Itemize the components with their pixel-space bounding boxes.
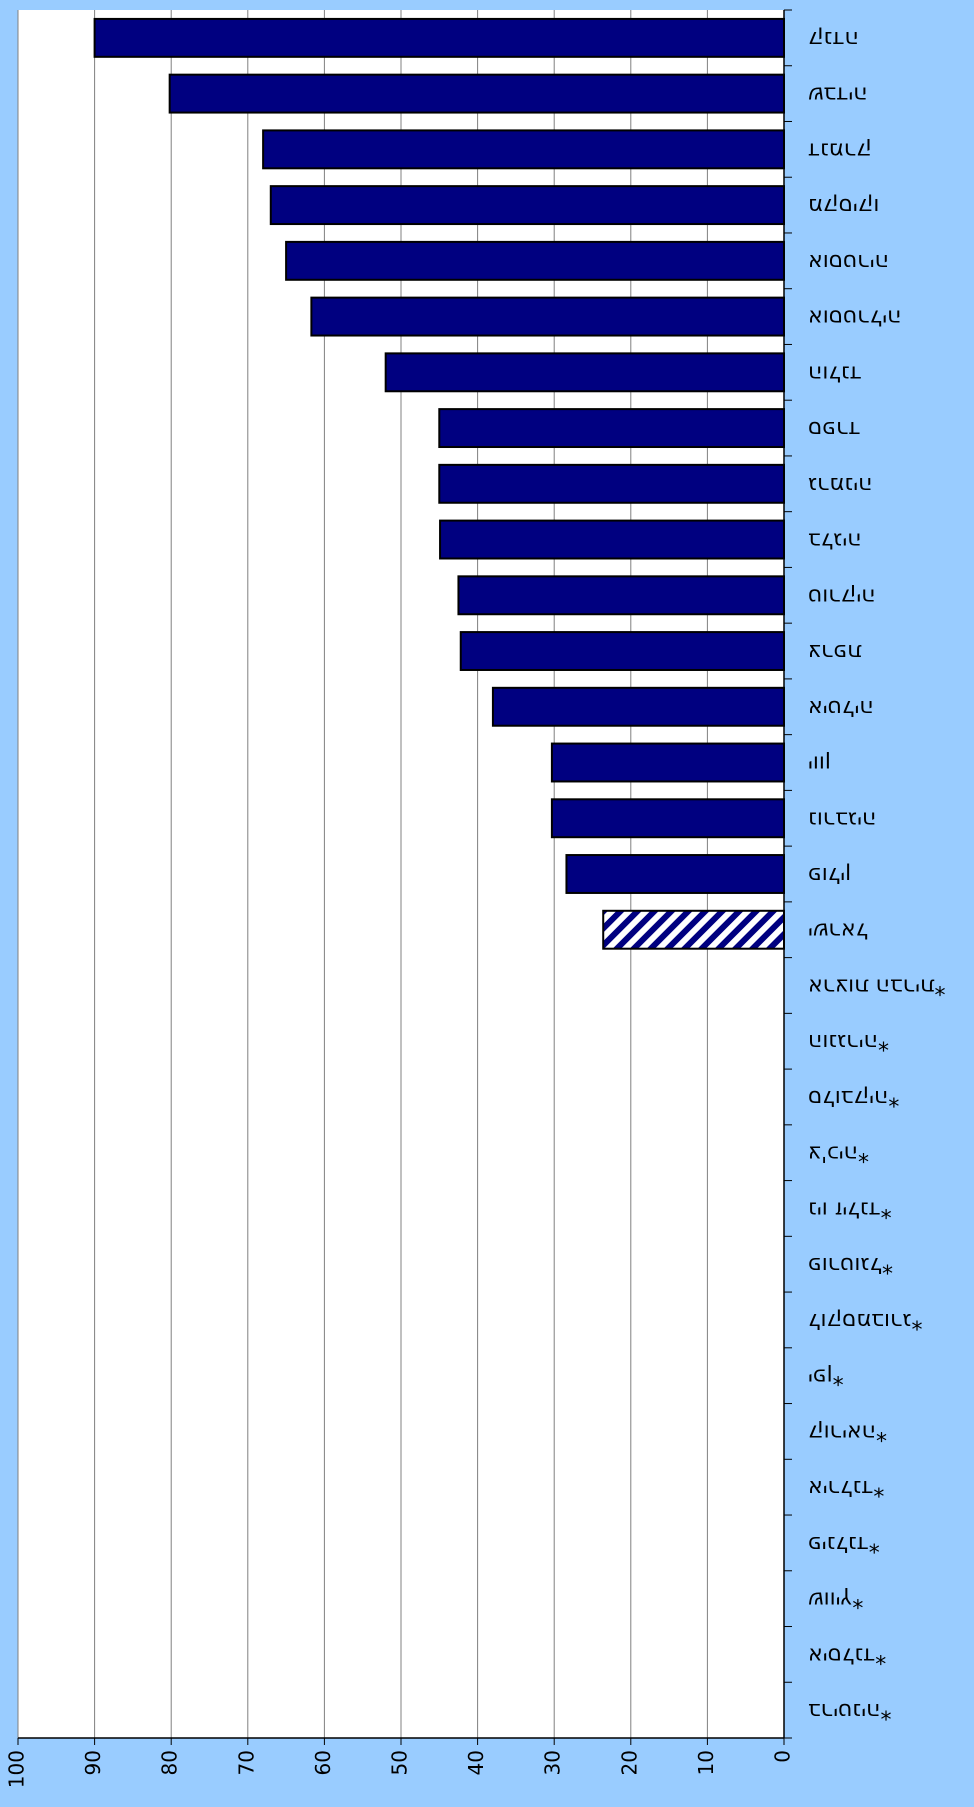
bar (262, 129, 785, 170)
y-tick-label: יוון (808, 751, 831, 776)
y-tick-label: בריטניה* (808, 1698, 891, 1723)
x-tick-label: 0 (771, 1750, 795, 1763)
y-tick-label: פולין (808, 862, 851, 887)
bar (384, 352, 785, 393)
bar (602, 909, 785, 950)
bar (168, 73, 785, 114)
y-tick-label: איסלנד* (808, 1642, 886, 1667)
x-tick-label: 20 (617, 1750, 641, 1775)
x-tick-label: 40 (464, 1750, 488, 1775)
y-tick-label: טורקיה (808, 583, 876, 608)
y-tick-label: פורטוגל* (808, 1252, 893, 1277)
bar (550, 742, 785, 783)
bar (491, 686, 785, 727)
x-tick-label: 10 (694, 1750, 718, 1775)
x-tick-label: 70 (234, 1750, 258, 1775)
x-tick-label: 30 (541, 1750, 565, 1775)
y-tick-label: איטליה (808, 695, 874, 720)
y-tick-label: ישראל (808, 918, 868, 943)
y-tick-label: ספרד (808, 416, 860, 441)
y-tick-label: ארצות הברית* (808, 973, 946, 998)
bar (269, 185, 785, 226)
bar (550, 798, 785, 839)
x-tick-label: 60 (311, 1750, 335, 1775)
y-tick-label: מקסיקו (808, 193, 879, 218)
bar (457, 575, 785, 616)
y-tick-label: הולנד (808, 360, 862, 385)
bar (565, 854, 785, 894)
y-tick-label: צרפת (808, 639, 862, 664)
y-tick-label: נורבגיה (808, 806, 876, 831)
y-tick-label: קוריאה* (808, 1419, 887, 1444)
y-tick-label: קנדה (808, 26, 859, 51)
y-tick-label: גרמניה (808, 472, 873, 497)
y-tick-label: אוסטריה (808, 249, 889, 274)
y-tick-label: אירלנד* (808, 1475, 884, 1500)
y-tick-label: סלובקיה* (808, 1085, 899, 1110)
x-tick-label: 80 (158, 1750, 182, 1775)
y-tick-label: שוויץ* (808, 1587, 863, 1612)
y-tick-label: ניו זילנד* (808, 1196, 892, 1221)
y-tick-label: לוקסמבורג* (808, 1308, 923, 1333)
x-tick-label: 90 (81, 1750, 105, 1775)
bar (459, 631, 785, 671)
bar (438, 408, 785, 449)
y-tick-label: הונגריה* (808, 1029, 889, 1054)
y-tick-label: פינלנד* (808, 1531, 880, 1556)
bar (285, 240, 785, 281)
y-tick-label: שבדיה (808, 82, 868, 107)
bar (310, 296, 785, 337)
y-tick-label: בלגיה (808, 528, 862, 553)
x-tick-label: 100 (5, 1750, 29, 1788)
bar (439, 519, 785, 560)
bar (438, 463, 785, 504)
bar (93, 17, 786, 58)
y-tick-label: צ'כיה* (808, 1141, 869, 1166)
y-tick-label: אוסטרליה (808, 305, 901, 330)
y-tick-label: יפן* (808, 1364, 844, 1389)
x-tick-label: 50 (388, 1750, 412, 1775)
y-tick-label: דנמרק (808, 137, 872, 162)
